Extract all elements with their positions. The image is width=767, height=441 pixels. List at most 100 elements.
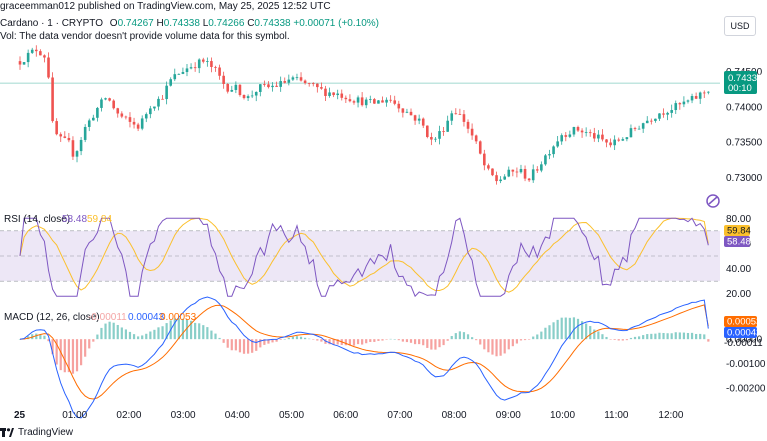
macd-hist-bar	[576, 318, 580, 340]
macd-hist-bar	[483, 339, 486, 350]
candle	[87, 118, 91, 132]
macd-hist-bar	[703, 334, 706, 340]
macd-hist-bar	[446, 339, 449, 341]
macd-hist-bar	[593, 329, 596, 340]
time-axis-tick: 25	[14, 410, 26, 421]
macd-hist-bar	[287, 337, 290, 340]
candle	[307, 82, 311, 87]
macd-hist-bar	[699, 333, 702, 340]
macd-hist-bar	[39, 334, 42, 340]
candle	[112, 99, 115, 110]
macd-hist-bar	[230, 339, 233, 351]
candle	[340, 89, 344, 101]
macd-hist-bar	[161, 326, 164, 340]
macd-hist-bar	[185, 319, 189, 340]
macd-hist-bar	[194, 322, 197, 340]
macd-hist-bar	[381, 339, 384, 341]
rsi-legend-value: 58.48	[62, 214, 87, 225]
macd-hist-bar	[51, 339, 54, 355]
candle	[588, 129, 592, 137]
candle	[51, 72, 54, 123]
candle	[483, 149, 486, 171]
candle	[393, 95, 397, 106]
macd-hist-bar	[43, 335, 46, 340]
macd-hist-bar	[625, 339, 628, 341]
candle	[613, 135, 616, 151]
macd-hist-bar	[377, 339, 380, 341]
candle	[26, 49, 30, 68]
candle	[572, 126, 576, 137]
macd-legend-macd: 0.00043	[128, 312, 165, 323]
footer-brand[interactable]: TradingView	[0, 427, 73, 438]
macd-hist-bar	[707, 339, 710, 342]
candle	[201, 57, 205, 64]
macd-hist-bar	[218, 337, 221, 340]
macd-hist-bar	[674, 332, 677, 340]
macd-hist-bar	[466, 334, 470, 340]
macd-hist-bar	[617, 339, 620, 341]
macd-hist-bar	[67, 339, 70, 373]
tv-replay-icon[interactable]	[706, 194, 720, 208]
candle	[527, 177, 531, 182]
macd-hist-bar	[589, 326, 592, 340]
candle	[686, 99, 690, 104]
macd-legend-hist: -0.00011	[88, 312, 127, 323]
macd-hist-bar	[304, 337, 307, 340]
candle	[210, 57, 213, 73]
macd-hist-bar	[666, 333, 669, 340]
macd-hist-bar	[597, 331, 600, 340]
candle	[645, 116, 649, 124]
svg-text:58.48: 58.48	[727, 237, 751, 248]
candle	[104, 97, 107, 101]
candle	[454, 108, 458, 115]
macd-hist-bar	[165, 323, 168, 340]
macd-hist-bar	[662, 332, 665, 340]
macd-hist-bar	[275, 339, 278, 342]
candle	[43, 54, 46, 63]
svg-text:0.00043: 0.00043	[727, 328, 761, 339]
macd-hist-bar	[450, 336, 453, 340]
candle	[552, 145, 555, 158]
currency-button[interactable]: USD	[724, 16, 756, 36]
candle	[462, 110, 466, 127]
symbol-title[interactable]: Cardano · 1 · CRYPTO	[0, 18, 104, 29]
macd-hist-bar	[389, 338, 392, 340]
candle	[295, 73, 299, 81]
time-axis-tick: 03:00	[171, 410, 196, 421]
macd-hist-bar	[242, 339, 246, 354]
candle	[116, 107, 120, 118]
macd-hist-bar	[487, 339, 490, 353]
macd-hist-bar	[585, 323, 588, 340]
candle	[55, 118, 58, 136]
candle	[169, 77, 173, 87]
macd-hist-bar	[556, 319, 559, 340]
time-axis-tick: 05:00	[279, 410, 304, 421]
macd-hist-bar	[210, 330, 213, 340]
candle	[430, 132, 433, 146]
macd-hist-bar	[544, 327, 547, 340]
candle	[478, 140, 482, 155]
candle	[144, 112, 148, 123]
macd-hist-bar	[373, 339, 376, 342]
macd-hist-bar	[92, 339, 95, 342]
macd-hist-bar	[658, 332, 661, 340]
candle	[250, 90, 254, 99]
macd-hist-bar	[214, 333, 217, 340]
price-axis-tick: 0.73500	[726, 138, 763, 149]
macd-hist-bar	[206, 327, 209, 340]
svg-text:59.84: 59.84	[727, 226, 751, 237]
macd-hist-bar	[413, 339, 417, 345]
candle	[491, 168, 494, 177]
rsi-axis-tick: 20.00	[726, 289, 751, 300]
macd-hist-bar	[499, 339, 502, 356]
macd-hist-bar	[88, 339, 91, 349]
candle	[246, 94, 250, 102]
candle	[348, 94, 352, 103]
macd-hist-bar	[189, 320, 193, 340]
candle	[364, 97, 368, 109]
candle	[535, 166, 539, 173]
candle	[499, 176, 502, 184]
candle	[356, 95, 360, 108]
